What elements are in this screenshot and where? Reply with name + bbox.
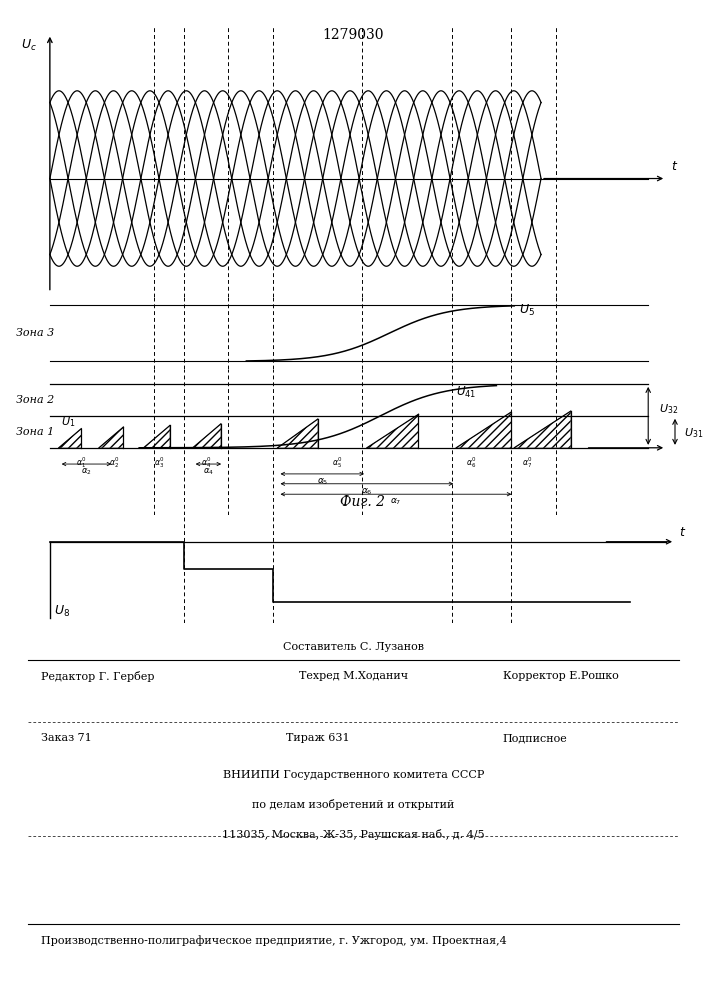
Text: 1279030: 1279030 bbox=[323, 28, 384, 42]
Text: Составитель С. Лузанов: Составитель С. Лузанов bbox=[283, 642, 424, 652]
Text: $U_c$: $U_c$ bbox=[21, 38, 37, 53]
Text: $\alpha_6$: $\alpha_6$ bbox=[361, 486, 373, 497]
Text: $\alpha_5$: $\alpha_5$ bbox=[317, 476, 328, 487]
Text: $U_5$: $U_5$ bbox=[519, 303, 534, 318]
Text: Редактор Г. Гербер: Редактор Г. Гербер bbox=[41, 671, 155, 682]
Text: Зона 2: Зона 2 bbox=[16, 395, 54, 405]
Text: $\alpha_2$: $\alpha_2$ bbox=[81, 467, 92, 477]
Text: Фиг. 2: Фиг. 2 bbox=[340, 495, 385, 509]
Text: $\alpha_2^0$: $\alpha_2^0$ bbox=[109, 455, 119, 470]
Text: 113035, Москва, Ж-35, Раушская наб., д. 4/5: 113035, Москва, Ж-35, Раушская наб., д. … bbox=[222, 829, 485, 840]
Text: Подписное: Подписное bbox=[503, 733, 568, 743]
Text: $U_{41}$: $U_{41}$ bbox=[456, 384, 477, 400]
Text: $\alpha_4^0$: $\alpha_4^0$ bbox=[201, 455, 211, 470]
Text: $U_{32}$: $U_{32}$ bbox=[659, 403, 678, 416]
Text: $U_8$: $U_8$ bbox=[54, 604, 71, 619]
Text: Заказ 71: Заказ 71 bbox=[41, 733, 92, 743]
Text: $\alpha_1^0$: $\alpha_1^0$ bbox=[76, 455, 86, 470]
Text: по делам изобретений и открытий: по делам изобретений и открытий bbox=[252, 799, 455, 810]
Text: $\alpha_5^0$: $\alpha_5^0$ bbox=[332, 455, 343, 470]
Text: Корректор Е.Рошко: Корректор Е.Рошко bbox=[503, 671, 619, 681]
Text: Производственно-полиграфическое предприятие, г. Ужгород, ум. Проектная,4: Производственно-полиграфическое предприя… bbox=[41, 935, 507, 946]
Text: $\alpha_6^0$: $\alpha_6^0$ bbox=[466, 455, 477, 470]
Text: Зонa 1: Зонa 1 bbox=[16, 427, 54, 437]
Text: $\alpha_7$: $\alpha_7$ bbox=[390, 497, 402, 507]
Text: ВНИИПИ Государственного комитета СССР: ВНИИПИ Государственного комитета СССР bbox=[223, 770, 484, 780]
Text: $t$: $t$ bbox=[670, 160, 678, 173]
Text: $U_1$: $U_1$ bbox=[61, 415, 75, 429]
Text: Техред М.Ходанич: Техред М.Ходанич bbox=[299, 671, 409, 681]
Text: $\alpha_7^0$: $\alpha_7^0$ bbox=[522, 455, 533, 470]
Text: Тираж 631: Тираж 631 bbox=[286, 733, 349, 743]
Text: $U_{31}$: $U_{31}$ bbox=[684, 427, 703, 440]
Text: $\alpha_3^0$: $\alpha_3^0$ bbox=[153, 455, 164, 470]
Text: $t$: $t$ bbox=[679, 526, 686, 539]
Text: $\alpha_4$: $\alpha_4$ bbox=[203, 467, 214, 477]
Text: Зона 3: Зона 3 bbox=[16, 328, 54, 338]
